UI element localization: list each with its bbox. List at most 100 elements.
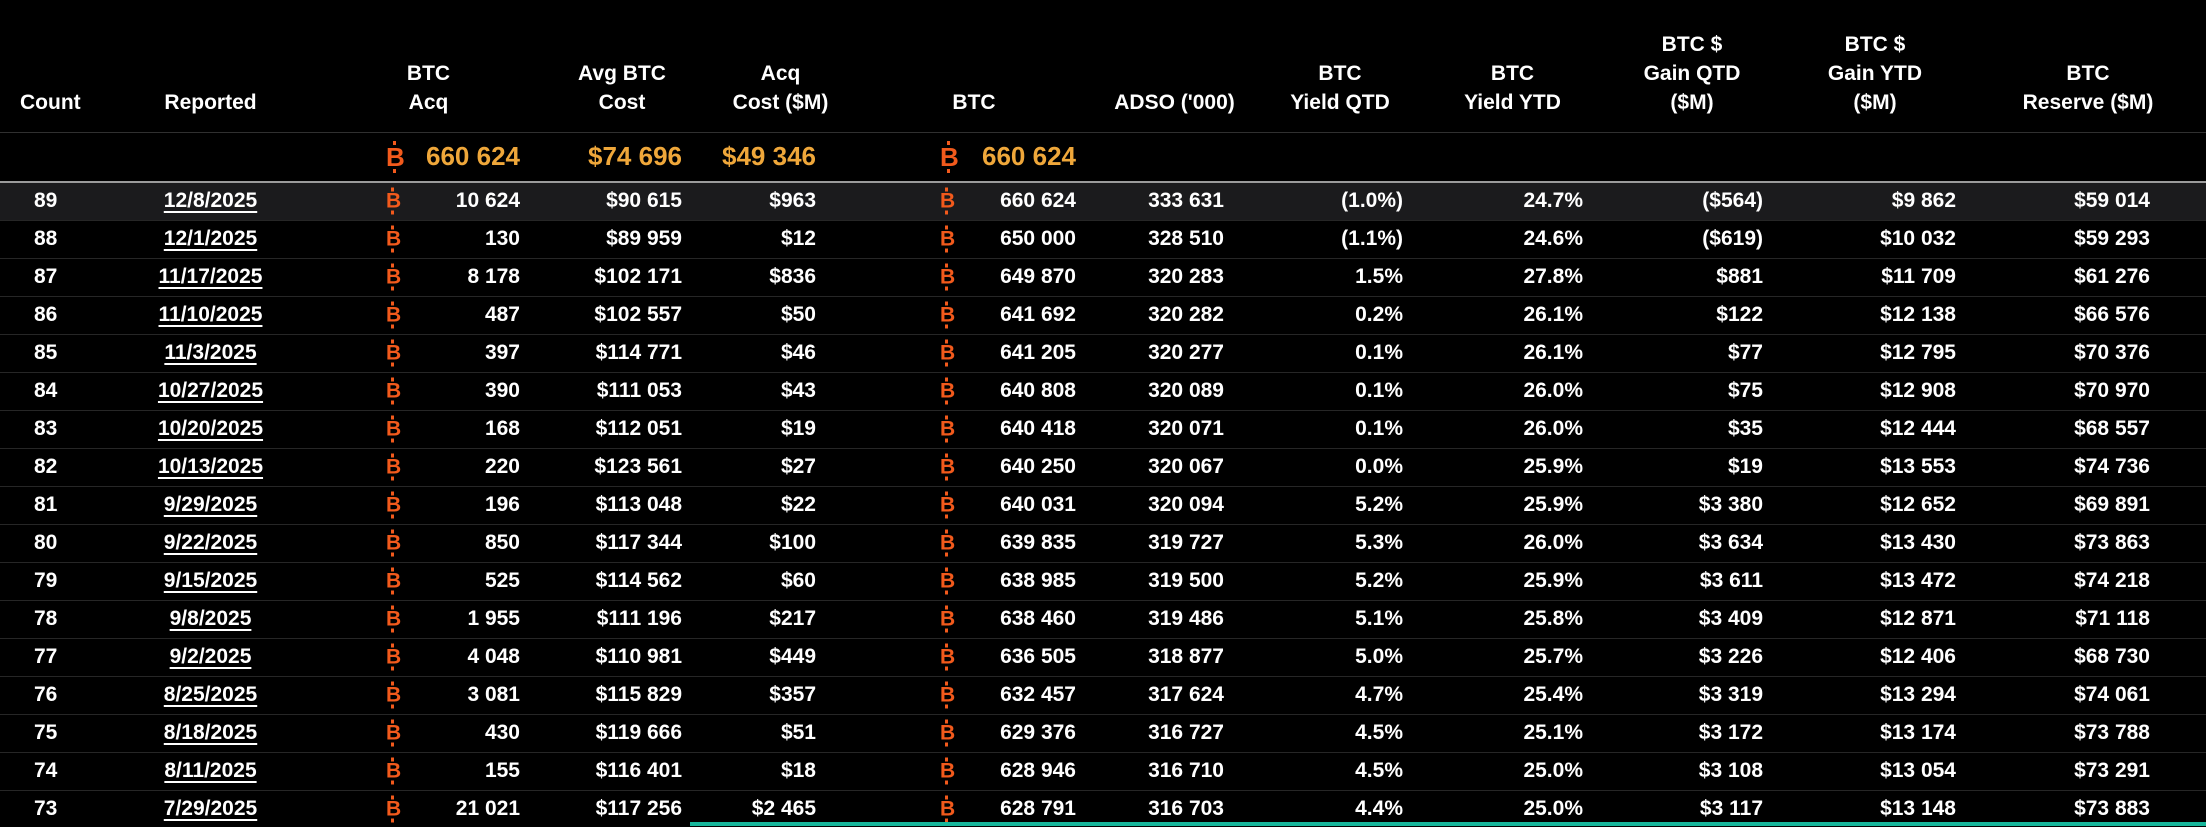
cell-count: 80: [0, 524, 105, 562]
cell-value: $113 048: [595, 493, 682, 516]
cell-gain_qtd: $3 108: [1604, 752, 1780, 790]
cell-yield_ytd: 25.9%: [1421, 448, 1604, 486]
reported-date-link[interactable]: 8/18/2025: [163, 721, 258, 744]
cell-value: 83: [34, 417, 58, 440]
cell-avg_btc_cost: $113 048: [541, 486, 703, 524]
reported-date-link[interactable]: 9/29/2025: [163, 493, 258, 516]
cell-reported: 10/27/2025: [105, 372, 316, 410]
summary-yield_qtd: [1259, 132, 1421, 182]
cell-adso: 319 727: [1090, 524, 1259, 562]
cell-value: 636 505: [1000, 645, 1076, 668]
cell-value: $59 293: [2074, 227, 2150, 250]
cell-yield_ytd: 27.8%: [1421, 258, 1604, 296]
cell-value: 26.1%: [1523, 303, 1583, 326]
btc-symbol-icon: B: [940, 140, 959, 173]
cell-avg_btc_cost: $102 557: [541, 296, 703, 334]
cell-count: 75: [0, 714, 105, 752]
cell-btc: B 649 870: [858, 258, 1090, 296]
cell-avg_btc_cost: $119 666: [541, 714, 703, 752]
cell-reported: 8/11/2025: [105, 752, 316, 790]
cell-yield_qtd: 4.4%: [1259, 790, 1421, 827]
cell-btc: B 641 692: [858, 296, 1090, 334]
cell-yield_ytd: 25.0%: [1421, 790, 1604, 827]
cell-acq_cost: $46: [703, 334, 858, 372]
cell-value: $90 615: [606, 189, 682, 213]
cell-gain_qtd: $3 319: [1604, 676, 1780, 714]
cell-value: 74: [34, 759, 58, 782]
reported-date-link[interactable]: 9/22/2025: [163, 531, 258, 554]
cell-adso: 320 277: [1090, 334, 1259, 372]
cell-value: $13 294: [1880, 683, 1956, 706]
table-header-row: Count Reported BTC Acq Avg BTC Cost Acq Cost…: [0, 0, 2206, 132]
column-header-count: Count: [20, 90, 81, 114]
cell-btc_acq: B 487: [316, 296, 541, 334]
cell-count: 77: [0, 638, 105, 676]
table-row: 78 9/8/2025 B 1 955 $111 196 $217 B 638 460 319 …: [0, 600, 2206, 638]
btc-symbol-icon: B: [940, 453, 956, 481]
cell-gain_ytd: $12 444: [1780, 410, 1970, 448]
cell-reported: 11/10/2025: [105, 296, 316, 334]
table-row: 84 10/27/2025 B 390 $111 053 $43 B 640 808 320 0…: [0, 372, 2206, 410]
cell-count: 86: [0, 296, 105, 334]
reported-date-link[interactable]: 10/13/2025: [157, 455, 264, 478]
cell-btc: B 640 808: [858, 372, 1090, 410]
summary-btc: B 660 624: [858, 132, 1090, 182]
reported-date-link[interactable]: 12/1/2025: [163, 227, 258, 250]
cell-value: $89 959: [606, 227, 682, 250]
cell-value: 5.3%: [1355, 531, 1403, 554]
cell-btc_acq: B 155: [316, 752, 541, 790]
cell-btc_acq: B 220: [316, 448, 541, 486]
cell-yield_ytd: 25.1%: [1421, 714, 1604, 752]
cell-value: 638 985: [1000, 569, 1076, 592]
reported-date-link[interactable]: 12/8/2025: [163, 189, 258, 213]
reported-date-link[interactable]: 7/29/2025: [163, 797, 258, 820]
cell-value: $70 970: [2074, 379, 2150, 402]
cell-yield_ytd: 25.4%: [1421, 676, 1604, 714]
cell-value: 628 946: [1000, 759, 1076, 782]
cell-reserve: $70 970: [1970, 372, 2206, 410]
cell-gain_ytd: $13 148: [1780, 790, 1970, 827]
reported-date-link[interactable]: 9/8/2025: [169, 607, 252, 630]
cell-yield_qtd: 1.5%: [1259, 258, 1421, 296]
reported-date-link[interactable]: 9/2/2025: [169, 645, 252, 668]
cell-value: $12 871: [1880, 607, 1956, 630]
summary-gain_ytd: [1780, 132, 1970, 182]
cell-acq_cost: $217: [703, 600, 858, 638]
reported-date-link[interactable]: 11/17/2025: [158, 265, 263, 288]
reported-date-link[interactable]: 8/25/2025: [163, 683, 258, 706]
reported-date-link[interactable]: 10/27/2025: [157, 379, 264, 402]
cell-value: 0.1%: [1355, 417, 1403, 440]
cell-count: 74: [0, 752, 105, 790]
cell-yield_qtd: 0.1%: [1259, 410, 1421, 448]
column-header-reserve: BTC Reserve ($M): [2022, 61, 2154, 114]
reported-date-link[interactable]: 11/10/2025: [158, 303, 263, 326]
cell-yield_qtd: 5.3%: [1259, 524, 1421, 562]
reported-date-link[interactable]: 11/3/2025: [164, 341, 257, 364]
cell-value: 5.2%: [1355, 569, 1403, 592]
table-row: 89 12/8/2025 B 10 624 $90 615 $963 B 660 624 333…: [0, 182, 2206, 220]
cell-value: 333 631: [1148, 189, 1224, 213]
cell-btc_acq: B 10 624: [316, 182, 541, 220]
column-header-avg_btc_cost: Avg BTC Cost: [578, 61, 666, 114]
summary-gain_qtd: [1604, 132, 1780, 182]
cell-btc: B 640 031: [858, 486, 1090, 524]
reported-date-link[interactable]: 9/15/2025: [163, 569, 258, 592]
cell-value: 632 457: [1000, 683, 1076, 706]
cell-value: $111 053: [596, 379, 682, 402]
table-row: 86 11/10/2025 B 487 $102 557 $50 B 641 692 320 2…: [0, 296, 2206, 334]
cell-btc: B 638 985: [858, 562, 1090, 600]
cell-value: 25.1%: [1523, 721, 1583, 744]
cell-value: $12 406: [1880, 645, 1956, 668]
btc-symbol-icon: B: [386, 681, 402, 709]
btc-symbol-icon: B: [940, 567, 956, 595]
cell-avg_btc_cost: $111 196: [541, 600, 703, 638]
cell-value: $3 226: [1698, 645, 1763, 668]
cell-reserve: $68 557: [1970, 410, 2206, 448]
cell-value: ($564): [1702, 189, 1763, 213]
cell-avg_btc_cost: $110 981: [541, 638, 703, 676]
reported-date-link[interactable]: 8/11/2025: [164, 759, 257, 782]
cell-count: 85: [0, 334, 105, 372]
cell-btc: B 628 946: [858, 752, 1090, 790]
cell-value: $69 891: [2074, 493, 2150, 516]
reported-date-link[interactable]: 10/20/2025: [157, 417, 264, 440]
